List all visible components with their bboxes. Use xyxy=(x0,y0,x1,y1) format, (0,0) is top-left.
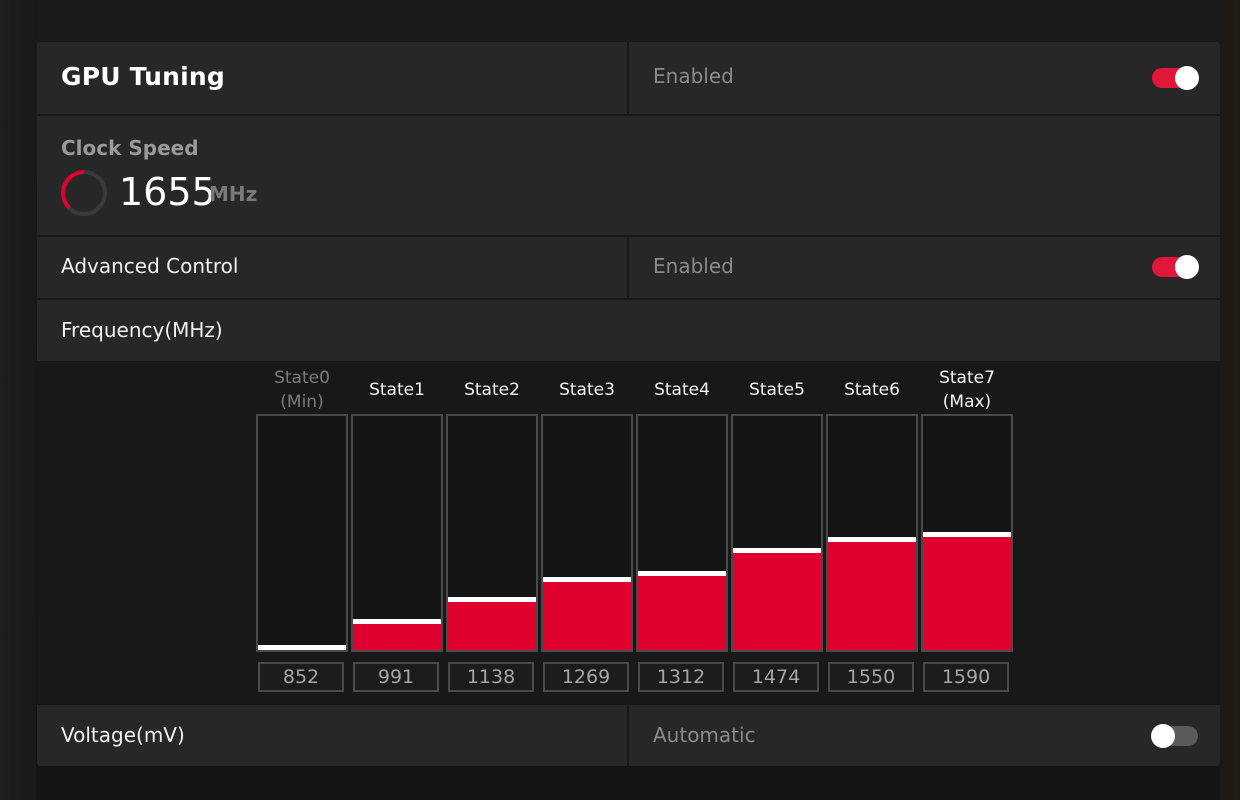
state-column-0: State0 (Min) 852 xyxy=(256,362,348,705)
state-label-0: State0 (Min) xyxy=(274,368,330,412)
voltage-label-cell: Voltage(mV) xyxy=(37,705,627,766)
state-slider-4[interactable] xyxy=(636,414,728,652)
advanced-control-label-cell: Advanced Control xyxy=(37,237,627,298)
frequency-label: Frequency(MHz) xyxy=(61,318,223,342)
state-value-field-1[interactable]: 991 xyxy=(353,662,439,692)
state-label-7: State7 (Max) xyxy=(939,368,995,412)
clock-speed-label: Clock Speed xyxy=(61,136,199,160)
state-slider-fill xyxy=(638,576,726,650)
state-column-3: State3 1269 xyxy=(541,362,633,705)
state-label-5: State5 xyxy=(749,380,805,400)
state-value-field-3[interactable]: 1269 xyxy=(543,662,629,692)
gpu-tuning-row: GPU Tuning Enabled xyxy=(37,42,1220,114)
state-value-field-0[interactable]: 852 xyxy=(258,662,344,692)
gpu-tuning-panel: GPU Tuning Enabled Clock Speed 1655 MHz … xyxy=(37,42,1220,766)
state-slider-handle[interactable] xyxy=(733,548,821,553)
advanced-control-status-cell: Enabled xyxy=(629,237,1220,298)
toggle-knob xyxy=(1175,66,1199,90)
state-value-field-6[interactable]: 1550 xyxy=(828,662,914,692)
voltage-status-cell: Automatic xyxy=(629,705,1220,766)
state-label-2: State2 xyxy=(464,380,520,400)
state-slider-fill xyxy=(448,602,536,650)
state-slider-fill xyxy=(733,553,821,650)
state-label-4: State4 xyxy=(654,380,710,400)
clock-speed-unit: MHz xyxy=(209,182,258,206)
state-slider-fill xyxy=(923,537,1011,650)
state-slider-handle[interactable] xyxy=(828,537,916,542)
state-column-1: State1 991 xyxy=(351,362,443,705)
right-edge-shadow xyxy=(1220,0,1240,800)
state-slider-fill xyxy=(353,624,441,650)
voltage-toggle[interactable] xyxy=(1151,724,1198,748)
state-slider-handle[interactable] xyxy=(638,571,726,576)
state-column-6: State6 1550 xyxy=(826,362,918,705)
state-value-field-2[interactable]: 1138 xyxy=(448,662,534,692)
state-column-4: State4 1312 xyxy=(636,362,728,705)
state-slider-5[interactable] xyxy=(731,414,823,652)
state-label-6: State6 xyxy=(844,380,900,400)
gpu-tuning-title-cell: GPU Tuning xyxy=(37,42,627,114)
toggle-knob xyxy=(1175,255,1199,279)
voltage-label: Voltage(mV) xyxy=(61,723,185,747)
state-column-2: State2 1138 xyxy=(446,362,538,705)
state-column-5: State5 1474 xyxy=(731,362,823,705)
state-slider-6[interactable] xyxy=(826,414,918,652)
state-slider-7[interactable] xyxy=(921,414,1013,652)
state-slider-0[interactable] xyxy=(256,414,348,652)
state-label-3: State3 xyxy=(559,380,615,400)
state-value-field-4[interactable]: 1312 xyxy=(638,662,724,692)
state-slider-3[interactable] xyxy=(541,414,633,652)
gpu-tuning-status-cell: Enabled xyxy=(629,42,1220,114)
state-value-field-5[interactable]: 1474 xyxy=(733,662,819,692)
clock-gauge-icon xyxy=(61,170,107,216)
advanced-control-row: Advanced Control Enabled xyxy=(37,237,1220,298)
state-slider-handle[interactable] xyxy=(923,532,1011,537)
state-slider-handle[interactable] xyxy=(448,597,536,602)
state-value-field-7[interactable]: 1590 xyxy=(923,662,1009,692)
state-column-7: State7 (Max) 1590 xyxy=(921,362,1013,705)
state-slider-fill xyxy=(543,582,631,650)
state-slider-handle[interactable] xyxy=(543,577,631,582)
gpu-tuning-toggle[interactable] xyxy=(1152,66,1199,90)
frequency-header-row: Frequency(MHz) xyxy=(37,300,1220,361)
state-slider-handle[interactable] xyxy=(258,645,346,650)
voltage-status: Automatic xyxy=(653,723,756,747)
toggle-knob xyxy=(1151,724,1175,748)
left-sidebar-shadow xyxy=(0,0,36,800)
clock-speed-row: Clock Speed 1655 MHz xyxy=(37,116,1220,235)
state-slider-2[interactable] xyxy=(446,414,538,652)
state-slider-1[interactable] xyxy=(351,414,443,652)
gpu-tuning-title: GPU Tuning xyxy=(61,62,226,91)
state-slider-fill xyxy=(828,542,916,650)
voltage-row: Voltage(mV) Automatic xyxy=(37,705,1220,766)
state-label-1: State1 xyxy=(369,380,425,400)
gpu-tuning-status: Enabled xyxy=(653,64,734,88)
advanced-control-label: Advanced Control xyxy=(61,254,239,278)
advanced-control-toggle[interactable] xyxy=(1152,255,1199,279)
frequency-state-sliders: State0 (Min) 852 State1 991 State2 1138 State3 1… xyxy=(37,362,1220,705)
clock-speed-value: 1655 xyxy=(119,170,216,214)
advanced-control-status: Enabled xyxy=(653,254,734,278)
state-slider-handle[interactable] xyxy=(353,619,441,624)
